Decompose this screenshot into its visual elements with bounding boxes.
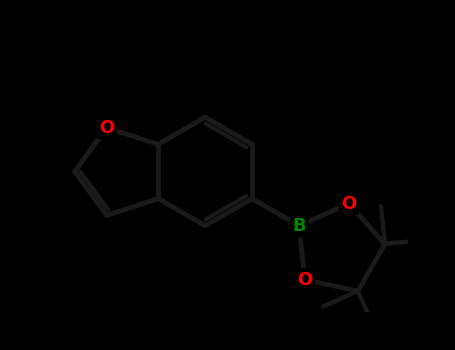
Text: O: O <box>297 271 313 289</box>
Text: B: B <box>293 217 306 235</box>
Text: O: O <box>99 119 114 136</box>
Text: O: O <box>341 195 356 213</box>
